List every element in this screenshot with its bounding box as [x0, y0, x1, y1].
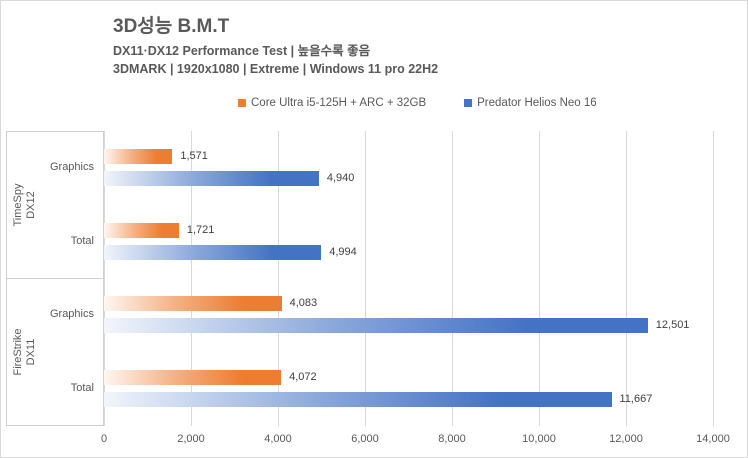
gridline	[452, 131, 453, 426]
data-label: 4,940	[326, 171, 355, 184]
data-bar	[104, 392, 612, 408]
gridline	[539, 131, 540, 426]
x-tick-label: 0	[100, 433, 108, 445]
data-bar	[104, 370, 282, 386]
chart-title: 3D성능 B.M.T	[113, 16, 230, 37]
x-tick-label: 8,000	[438, 433, 466, 445]
plot-area: 1,571 1,721 4,083 4,072 4,940 4,994 12,501 11,6…	[104, 131, 714, 426]
legend-swatch-orange	[238, 99, 246, 107]
category-label: Graphics	[49, 160, 94, 173]
group-label: TimeSpy DX12	[12, 183, 37, 227]
x-tick-label: 12,000	[609, 433, 643, 445]
legend-item-series-1: Core Ultra i5-125H + ARC + 32GB	[238, 97, 426, 109]
chart-subtitle-2: 3DMARK | 1920x1080 | Extreme | Windows 1…	[113, 62, 439, 76]
category-label: Total	[70, 234, 94, 247]
gridline	[626, 131, 627, 426]
legend-label: Core Ultra i5-125H + ARC + 32GB	[251, 97, 427, 109]
x-tick-label: 4,000	[264, 433, 292, 445]
x-tick-label: 10,000	[522, 433, 556, 445]
x-tick-label: 6,000	[351, 433, 379, 445]
data-bar	[104, 170, 319, 186]
data-label: 4,072	[289, 371, 317, 384]
legend-swatch-blue	[464, 99, 473, 107]
data-label: 1,571	[180, 149, 208, 162]
category-label: Graphics	[49, 308, 94, 321]
gridline	[104, 131, 105, 426]
gridline	[365, 131, 366, 426]
gridline	[278, 131, 279, 426]
gridline	[191, 131, 192, 426]
data-label: 1,721	[186, 223, 215, 236]
data-bar	[104, 148, 173, 164]
data-label: 4,994	[329, 245, 357, 258]
chart-legend: Core Ultra i5-125H + ARC + 32GB Predator…	[238, 97, 597, 109]
legend-label: Predator Helios Neo 16	[477, 97, 597, 109]
x-tick-label: 2,000	[177, 433, 205, 445]
x-tick-label: 14,000	[696, 433, 730, 445]
data-bar	[104, 318, 648, 334]
gridline	[713, 131, 714, 426]
group-separator	[6, 277, 104, 280]
data-label: 12,501	[655, 319, 690, 332]
chart-subtitle-1: DX11·DX12 Performance Test | 높을수록 좋음	[113, 44, 371, 58]
category-label: Total	[70, 382, 94, 395]
data-label: 4,083	[289, 297, 318, 310]
data-bar	[104, 222, 179, 238]
data-label: 11,667	[619, 393, 653, 406]
legend-item-series-2: Predator Helios Neo 16	[464, 97, 597, 109]
group-label: FireStrike DX11	[12, 328, 37, 376]
data-bar	[104, 244, 322, 260]
data-bar	[104, 296, 282, 312]
